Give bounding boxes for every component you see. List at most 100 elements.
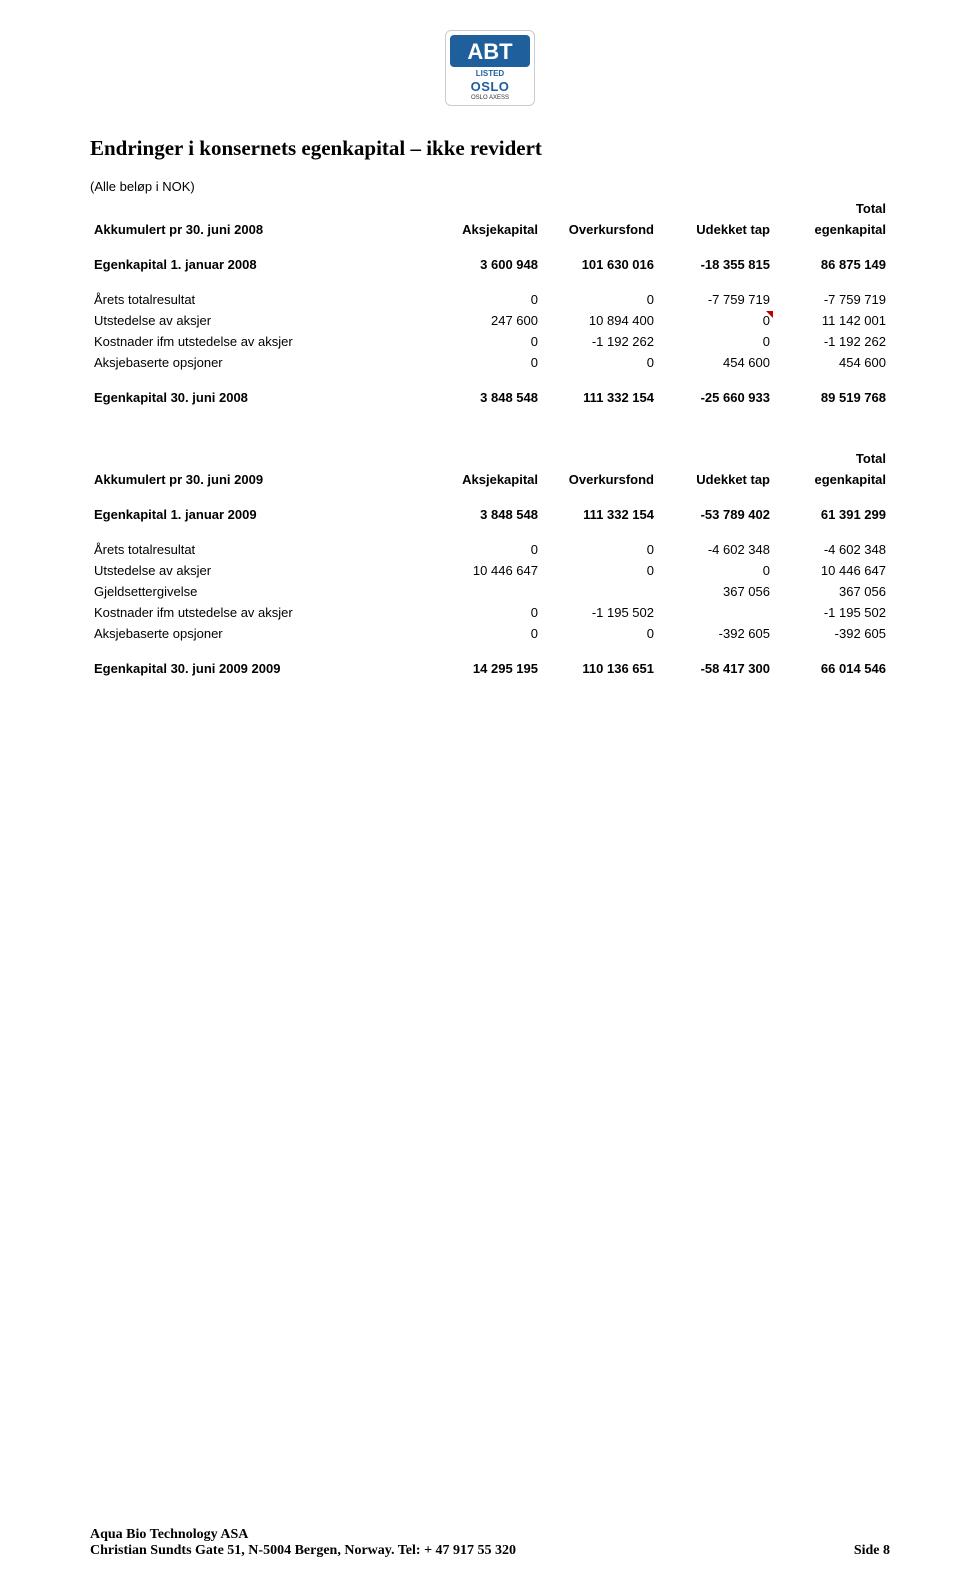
cell: 0 xyxy=(426,602,542,623)
cell: 0 xyxy=(658,560,774,581)
logo-listed: LISTED xyxy=(450,69,530,78)
col-udekket-tap: Udekket tap xyxy=(658,219,774,240)
cell: 0 xyxy=(426,623,542,644)
opening-row: Egenkapital 1. januar 2009 3 848 548 111… xyxy=(90,504,890,525)
cell: 111 332 154 xyxy=(542,387,658,408)
header-row-top: Total xyxy=(90,198,890,219)
cell: 10 446 647 xyxy=(774,560,890,581)
row-label: Utstedelse av aksjer xyxy=(90,560,426,581)
cell: 10 446 647 xyxy=(426,560,542,581)
cell: 0 xyxy=(426,539,542,560)
company-logo: ABT LISTED OSLO OSLO AXESS xyxy=(445,30,535,106)
cell: 61 391 299 xyxy=(774,504,890,525)
equity-table-2008: Total Akkumulert pr 30. juni 2008 Aksjek… xyxy=(90,198,890,408)
cell: -392 605 xyxy=(658,623,774,644)
col-overkursfond: Overkursfond xyxy=(542,469,658,490)
cell: 0 xyxy=(542,539,658,560)
cell: 14 295 195 xyxy=(426,658,542,679)
table-row: Utstedelse av aksjer 247 600 10 894 400 … xyxy=(90,310,890,331)
cell: 0 xyxy=(426,289,542,310)
row-label: Gjeldsettergivelse xyxy=(90,581,426,602)
cell: 454 600 xyxy=(774,352,890,373)
table-row: Årets totalresultat 0 0 -4 602 348 -4 60… xyxy=(90,539,890,560)
cell: -53 789 402 xyxy=(658,504,774,525)
logo-exchange: OSLO xyxy=(450,79,530,94)
cell xyxy=(542,581,658,602)
cell: 0 xyxy=(542,560,658,581)
cell: 110 136 651 xyxy=(542,658,658,679)
cell: -18 355 815 xyxy=(658,254,774,275)
cell: 101 630 016 xyxy=(542,254,658,275)
cell: 11 142 001 xyxy=(774,310,890,331)
cell: -7 759 719 xyxy=(774,289,890,310)
row-label: Aksjebaserte opsjoner xyxy=(90,352,426,373)
opening-label: Egenkapital 1. januar 2008 xyxy=(90,254,426,275)
cell: -4 602 348 xyxy=(658,539,774,560)
logo-abbr: ABT xyxy=(450,35,530,67)
closing-label: Egenkapital 30. juni 2009 2009 xyxy=(90,658,426,679)
cell: 247 600 xyxy=(426,310,542,331)
row-label: Kostnader ifm utstedelse av aksjer xyxy=(90,602,426,623)
footer-address: Christian Sundts Gate 51, N-5004 Bergen,… xyxy=(90,1543,516,1559)
table-row: Kostnader ifm utstedelse av aksjer 0 -1 … xyxy=(90,602,890,623)
closing-label: Egenkapital 30. juni 2008 xyxy=(90,387,426,408)
cell: 0 xyxy=(658,331,774,352)
table-row: Aksjebaserte opsjoner 0 0 454 600 454 60… xyxy=(90,352,890,373)
cell: 3 848 548 xyxy=(426,387,542,408)
col-total-top: Total xyxy=(774,198,890,219)
page-title: Endringer i konsernets egenkapital – ikk… xyxy=(90,136,890,161)
table-row: Kostnader ifm utstedelse av aksjer 0 -1 … xyxy=(90,331,890,352)
col-overkursfond: Overkursfond xyxy=(542,219,658,240)
footer-page-number: Side 8 xyxy=(854,1543,890,1559)
closing-row: Egenkapital 30. juni 2008 3 848 548 111 … xyxy=(90,387,890,408)
cell: 367 056 xyxy=(658,581,774,602)
page-container: ABT LISTED OSLO OSLO AXESS Endringer i k… xyxy=(0,0,960,1589)
closing-row: Egenkapital 30. juni 2009 2009 14 295 19… xyxy=(90,658,890,679)
equity-table-2009: Total Akkumulert pr 30. juni 2009 Aksjek… xyxy=(90,448,890,679)
col-total-bottom: egenkapital xyxy=(774,219,890,240)
cell: 10 894 400 xyxy=(542,310,658,331)
logo-subline: OSLO AXESS xyxy=(450,95,530,101)
opening-label: Egenkapital 1. januar 2009 xyxy=(90,504,426,525)
cell: 3 600 948 xyxy=(426,254,542,275)
cell: -25 660 933 xyxy=(658,387,774,408)
header-label: Akkumulert pr 30. juni 2008 xyxy=(90,219,426,240)
cell: -1 195 502 xyxy=(542,602,658,623)
cell: -392 605 xyxy=(774,623,890,644)
table-row: Utstedelse av aksjer 10 446 647 0 0 10 4… xyxy=(90,560,890,581)
cell: 367 056 xyxy=(774,581,890,602)
col-total-bottom: egenkapital xyxy=(774,469,890,490)
row-label: Årets totalresultat xyxy=(90,289,426,310)
cell: 66 014 546 xyxy=(774,658,890,679)
table-row: Aksjebaserte opsjoner 0 0 -392 605 -392 … xyxy=(90,623,890,644)
table-row: Gjeldsettergivelse 367 056 367 056 xyxy=(90,581,890,602)
row-label: Årets totalresultat xyxy=(90,539,426,560)
cell: 454 600 xyxy=(658,352,774,373)
header-row: Akkumulert pr 30. juni 2009 Aksjekapital… xyxy=(90,469,890,490)
col-aksjekapital: Aksjekapital xyxy=(426,469,542,490)
cell: 89 519 768 xyxy=(774,387,890,408)
logo-wrap: ABT LISTED OSLO OSLO AXESS xyxy=(90,30,890,106)
row-label: Utstedelse av aksjer xyxy=(90,310,426,331)
header-label: Akkumulert pr 30. juni 2009 xyxy=(90,469,426,490)
header-row: Akkumulert pr 30. juni 2008 Aksjekapital… xyxy=(90,219,890,240)
row-label: Kostnader ifm utstedelse av aksjer xyxy=(90,331,426,352)
cell: -4 602 348 xyxy=(774,539,890,560)
cell: 0 xyxy=(542,289,658,310)
cell: -1 192 262 xyxy=(774,331,890,352)
col-udekket-tap: Udekket tap xyxy=(658,469,774,490)
cell: 3 848 548 xyxy=(426,504,542,525)
cell: 86 875 149 xyxy=(774,254,890,275)
currency-note: (Alle beløp i NOK) xyxy=(90,179,890,194)
cell: 0 xyxy=(542,352,658,373)
page-footer: Aqua Bio Technology ASA Christian Sundts… xyxy=(90,1527,890,1559)
cell: -58 417 300 xyxy=(658,658,774,679)
row-label: Aksjebaserte opsjoner xyxy=(90,623,426,644)
cell: 0 xyxy=(426,352,542,373)
cell: -1 195 502 xyxy=(774,602,890,623)
cell-flagged: 0 xyxy=(658,310,774,331)
header-row-top: Total xyxy=(90,448,890,469)
cell xyxy=(658,602,774,623)
cell: -1 192 262 xyxy=(542,331,658,352)
cell: -7 759 719 xyxy=(658,289,774,310)
